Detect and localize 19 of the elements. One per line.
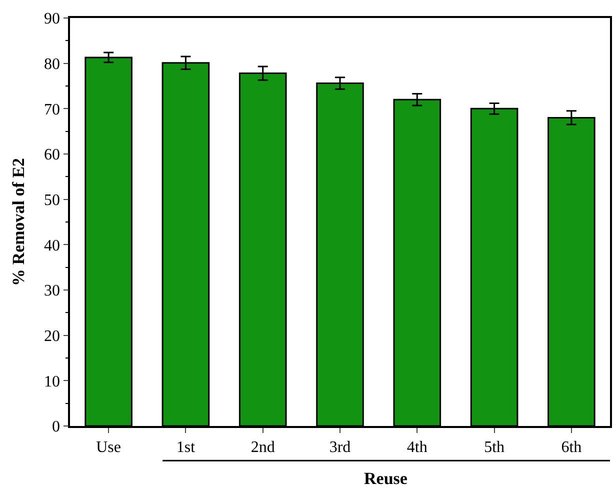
x-tick-label: Use (96, 438, 122, 456)
y-tick-label: 80 (44, 56, 60, 73)
x-axis-title: Reuse (364, 469, 408, 488)
y-tick-label: 50 (44, 192, 60, 209)
y-axis-title: % Removal of E2 (9, 158, 28, 286)
x-tick-label: 6th (561, 438, 582, 456)
x-tick-label: 3rd (329, 438, 351, 456)
y-tick-label: 0 (52, 418, 60, 436)
y-tick-label: 30 (44, 282, 60, 300)
y-tick-label: 70 (44, 101, 60, 118)
x-tick-label: 2nd (250, 438, 275, 456)
y-tick-label: 90 (44, 10, 60, 28)
y-tick-label: 40 (44, 237, 60, 254)
y-tick-label: 20 (44, 328, 60, 345)
y-tick-label: 60 (44, 146, 60, 164)
x-tick-label: 1st (176, 438, 196, 456)
x-tick-label: 5th (484, 438, 505, 456)
x-tick-label: 4th (406, 438, 428, 456)
y-tick-label: 10 (44, 373, 60, 390)
